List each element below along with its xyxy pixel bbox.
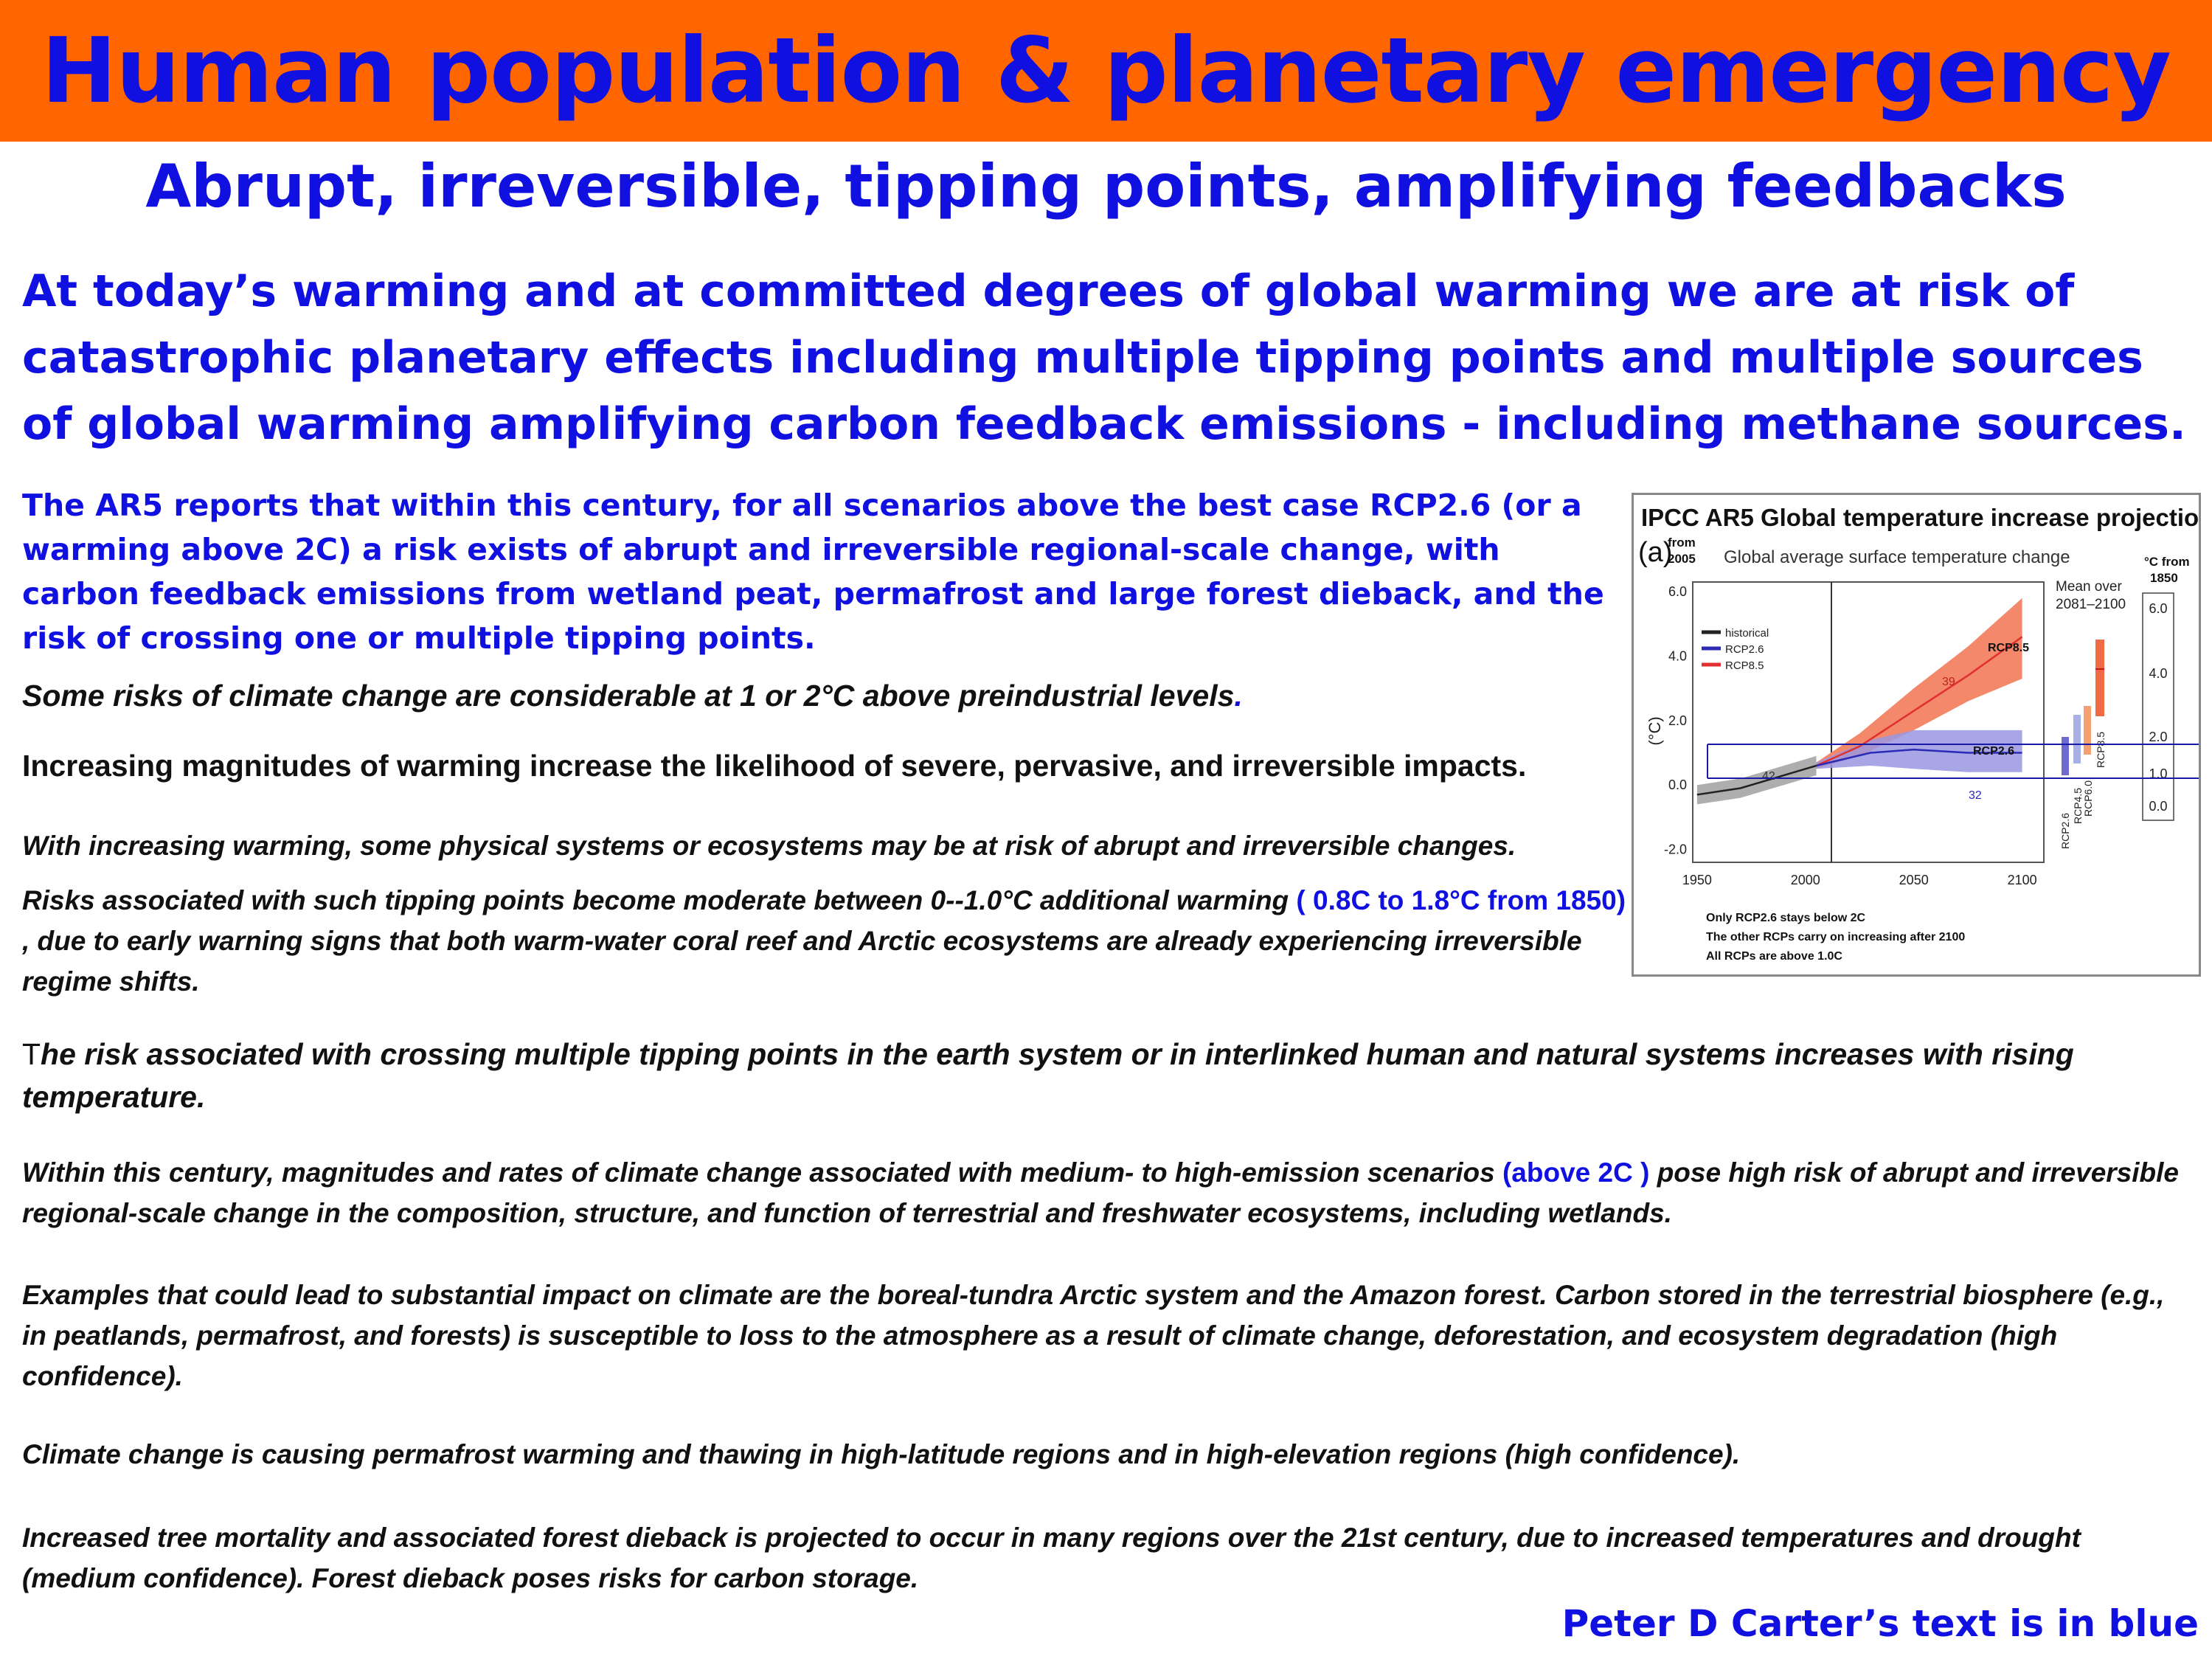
risk-statement-4-note: ( 0.8C to 1.8°C from 1850) (1296, 885, 1626, 915)
page-subtitle: Abrupt, irreversible, tipping points, am… (145, 152, 2067, 221)
chart-title: Global average surface temperature chang… (1724, 547, 2070, 567)
historical-model-count: 42 (1762, 770, 1775, 783)
risk-statement-1-text: Some risks of climate change are conside… (22, 679, 1235, 713)
historical-line (1696, 764, 1817, 796)
x-tick-labels: 1950 2000 2050 2100 (1682, 873, 2037, 887)
risk-statement-4: Risks associated with such tipping point… (22, 880, 1630, 1002)
mean-over-label-2: 2081–2100 (2056, 597, 2126, 612)
bar-rcp85 (2095, 640, 2104, 716)
risk-statement-4-c: , due to early warning signs that both w… (22, 926, 1582, 997)
x-tick-0: 1950 (1682, 873, 1712, 887)
plot-frame (1692, 581, 2045, 863)
risk-statement-2: Increasing magnitudes of warming increas… (22, 749, 1527, 783)
figure-title: IPCC AR5 Global temperature increase pro… (1641, 504, 2199, 531)
risk-statement-1: Some risks of climate change are conside… (22, 675, 1615, 716)
rcp85-line (1815, 636, 2023, 767)
x-tick-3: 2100 (2008, 873, 2037, 887)
right-tick-4: 0.0 (2149, 799, 2167, 814)
figure-note-3: All RCPs are above 1.0C (1706, 950, 1842, 963)
risk-statement-5-rest: he risk associated with crossing multipl… (22, 1037, 2074, 1114)
chart-legend: historical RCP2.6 RCP8.5 (1702, 627, 1769, 672)
right-tick-1: 4.0 (2149, 666, 2167, 681)
x-tick-1: 2000 (1791, 873, 1820, 887)
risk-statement-6: Within this century, magnitudes and rate… (22, 1152, 2191, 1233)
credit-note: Peter D Carter’s text is in blue (1561, 1602, 2199, 1645)
y-tick-0: 6.0 (1668, 584, 1687, 599)
page-title: Human population & planetary emergency (41, 18, 2171, 123)
right-axis-box (2142, 592, 2174, 821)
right-tick-0: 6.0 (2149, 601, 2167, 616)
risk-statement-4-a: Risks associated with such tipping point… (22, 885, 1297, 915)
legend-rcp26: RCP2.6 (1725, 643, 1764, 656)
rcp85-model-count: 39 (1942, 676, 1955, 688)
bar-rcp60 (2084, 706, 2091, 755)
risk-statement-7: Examples that could lead to substantial … (22, 1280, 2165, 1391)
y-tick-1: 4.0 (1668, 648, 1687, 663)
figure-note-2: The other RCPs carry on increasing after… (1706, 931, 1965, 943)
risk-statement-5: The risk associated with crossing multip… (22, 1033, 2161, 1118)
legend-historical: historical (1725, 627, 1769, 640)
from-label-2: 2005 (1668, 552, 1696, 566)
panel-label: (a) (1638, 537, 1672, 568)
risk-statement-6-note: (above 2C ) (1502, 1157, 1650, 1188)
y-tick-3: 0.0 (1668, 777, 1687, 792)
bar-label-rcp26: RCP2.6 (2059, 813, 2071, 849)
risk-statement-6-c: pose high risk of abrupt and irreversibl… (22, 1157, 2179, 1228)
mean-over-label-1: Mean over (2056, 579, 2122, 595)
figure-note-1: Only RCP2.6 stays below 2C (1706, 912, 1866, 924)
ipcc-projection-figure: IPCC AR5 Global temperature increase pro… (1632, 493, 2201, 977)
y-tick-labels: 6.0 4.0 2.0 0.0 -2.0 (1664, 584, 1687, 856)
c-from-label-2: 1850 (2150, 571, 2178, 585)
risk-statement-9: Increased tree mortality and associated … (22, 1523, 2081, 1593)
risk-statement-1-dot: . (1234, 679, 1243, 713)
bar-label-rcp85: RCP8.5 (2095, 732, 2107, 768)
historical-uncertainty-band (1696, 755, 1817, 805)
rcp85-uncertainty-band (1816, 598, 2022, 769)
right-tick-2: 2.0 (2149, 730, 2167, 744)
x-tick-2: 2050 (1899, 873, 1929, 887)
ar5-paragraph: The AR5 reports that within this century… (22, 488, 1604, 656)
bar-rcp45 (2073, 715, 2081, 763)
rcp26-model-count: 32 (1969, 789, 1982, 802)
bar-label-rcp60: RCP6.0 (2082, 780, 2094, 817)
y-tick-4: -2.0 (1664, 842, 1687, 857)
rcp26-line (1816, 748, 2022, 767)
risk-statement-8: Climate change is causing permafrost war… (22, 1439, 1741, 1469)
right-axis-labels: 6.04.02.01.00.0 (2149, 601, 2167, 814)
projection-chart: IPCC AR5 Global temperature increase pro… (1638, 504, 2199, 963)
y-axis-label: (°C) (1646, 716, 1664, 745)
risk-statement-3: With increasing warming, some physical s… (22, 831, 1516, 861)
rcp26-uncertainty-band (1816, 730, 2022, 772)
from-label-1: from (1668, 536, 1696, 550)
risk-statement-6-a: Within this century, magnitudes and rate… (22, 1157, 1502, 1188)
rcp26-curve-label: RCP2.6 (1973, 745, 2014, 758)
bar-rcp26 (2062, 737, 2069, 775)
bar-label-rcp45: RCP4.5 (2072, 788, 2084, 824)
c-from-label-1: °C from (2144, 555, 2190, 569)
y-tick-2: 2.0 (1668, 713, 1687, 728)
lead-paragraph: At today’s warming and at committed degr… (22, 266, 2186, 450)
title-banner: Human population & planetary emergency (0, 0, 2212, 142)
risk-statement-5-first: T (22, 1037, 41, 1071)
legend-rcp85: RCP8.5 (1725, 659, 1764, 672)
rcp85-curve-label: RCP8.5 (1988, 642, 2029, 654)
